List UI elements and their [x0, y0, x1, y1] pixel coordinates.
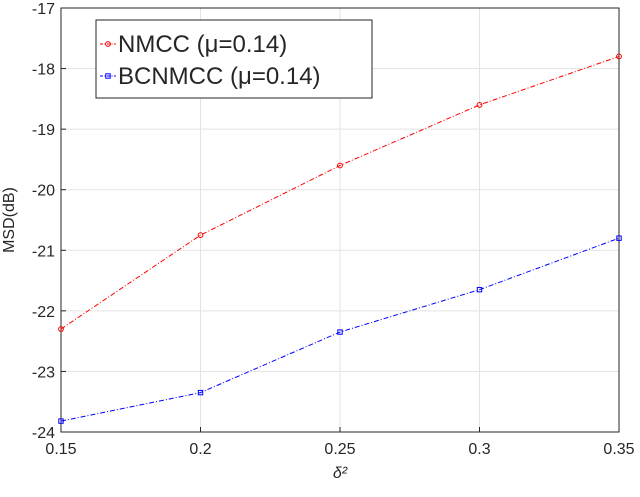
- legend-item: BCNMCC (μ=0.14): [100, 63, 321, 90]
- y-tick-label: -22: [32, 304, 55, 321]
- y-tick-label: -19: [32, 122, 55, 139]
- data-point: [197, 389, 204, 396]
- legend: NMCC (μ=0.14) BCNMCC (μ=0.14): [95, 19, 373, 99]
- data-point: [337, 329, 343, 335]
- data-point: [337, 162, 343, 169]
- legend-label: NMCC (μ=0.14): [118, 31, 287, 58]
- legend-item: NMCC (μ=0.14): [100, 31, 287, 58]
- y-tick-label: -20: [32, 183, 55, 200]
- y-tick-label: -18: [32, 62, 55, 79]
- x-tick-label: 0.2: [189, 441, 211, 458]
- x-tick-label: 0.15: [45, 441, 76, 458]
- legend-swatch-marker: [105, 73, 111, 79]
- y-tick-label: -23: [32, 364, 55, 381]
- x-tick-label: 0.3: [468, 441, 490, 458]
- data-point: [58, 418, 64, 424]
- y-tick-label: -17: [32, 1, 55, 18]
- x-tick-label: 0.35: [603, 441, 634, 458]
- series-1: [58, 53, 622, 332]
- series-line: [60, 237, 620, 422]
- data-point: [58, 326, 64, 332]
- x-axis-title: δ²: [333, 465, 348, 482]
- series-line: [60, 55, 620, 330]
- legend-label: BCNMCC (μ=0.14): [118, 63, 321, 90]
- x-tick-label: 0.25: [324, 441, 355, 458]
- data-point: [476, 102, 483, 108]
- y-axis-title: MSD(dB): [1, 187, 18, 253]
- y-tick-label: -21: [32, 243, 55, 260]
- data-point: [197, 232, 204, 239]
- series-group: [58, 53, 622, 424]
- legend-swatch-marker: [105, 41, 111, 47]
- data-point: [616, 53, 622, 60]
- y-tick-label: -24: [32, 425, 55, 442]
- legend-box: [95, 19, 373, 99]
- data-point: [476, 286, 483, 293]
- series-2: [58, 235, 622, 424]
- data-point: [616, 235, 622, 241]
- axis-ticks: 0.15 0.2 0.25 0.3 0.35 -24 -23 -22 -21 -20 -19 -18 -…: [32, 1, 635, 458]
